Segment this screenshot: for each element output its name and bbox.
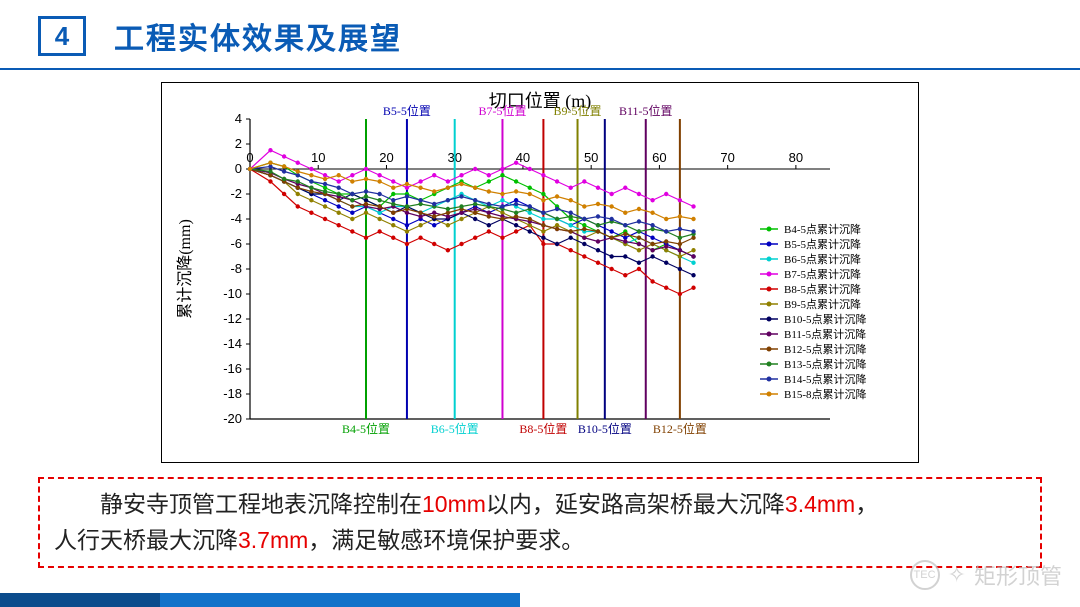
caption-text: ， [855,491,878,517]
watermark: TEC ✧ 矩形顶管 [910,559,1062,591]
svg-text:B9-5位置: B9-5位置 [554,103,602,118]
svg-text:-2: -2 [230,186,242,201]
svg-text:-14: -14 [223,336,242,351]
svg-text:60: 60 [652,150,666,165]
chart-container: 切口位置 (m)累计沉降(mm)01020304050607080-20-18-… [0,82,1080,463]
svg-text:B6-5位置: B6-5位置 [431,421,479,436]
section-number: 4 [38,16,86,56]
svg-text:0: 0 [246,150,253,165]
svg-text:-8: -8 [230,261,242,276]
footer-bar [0,593,520,607]
svg-text:20: 20 [379,150,393,165]
svg-text:2: 2 [235,136,242,151]
section-title: 工程实体效果及展望 [114,14,402,58]
svg-text:80: 80 [789,150,803,165]
svg-text:B13-5点累计沉降: B13-5点累计沉降 [784,357,867,371]
svg-text:70: 70 [720,150,734,165]
footer-bar-dark [0,593,160,607]
svg-text:B10-5位置: B10-5位置 [578,421,632,436]
svg-text:4: 4 [235,111,242,126]
caption-text: 人行天桥最大沉降 [54,527,238,553]
svg-text:B4-5位置: B4-5位置 [342,421,390,436]
svg-text:累计沉降(mm): 累计沉降(mm) [176,219,194,319]
svg-text:B9-5点累计沉降: B9-5点累计沉降 [784,297,861,311]
svg-text:B4-5点累计沉降: B4-5点累计沉降 [784,222,861,236]
svg-text:10: 10 [311,150,325,165]
chart-border: 切口位置 (m)累计沉降(mm)01020304050607080-20-18-… [161,82,919,463]
svg-text:-18: -18 [223,386,242,401]
svg-text:B11-5位置: B11-5位置 [619,103,673,118]
svg-text:B10-5点累计沉降: B10-5点累计沉降 [784,312,867,326]
caption-value-3: 3.7mm [238,527,308,553]
svg-text:-16: -16 [223,361,242,376]
svg-text:50: 50 [584,150,598,165]
svg-text:B12-5位置: B12-5位置 [653,421,707,436]
svg-text:B8-5位置: B8-5位置 [519,421,567,436]
svg-text:-10: -10 [223,286,242,301]
svg-text:B8-5点累计沉降: B8-5点累计沉降 [784,282,861,296]
svg-text:B7-5位置: B7-5位置 [478,103,526,118]
caption-text: ，满足敏感环境保护要求。 [308,527,584,553]
svg-text:-4: -4 [230,211,242,226]
watermark-icon: TEC [910,560,940,590]
caption-text: 以内，延安路高架桥最大沉降 [486,491,785,517]
svg-text:B15-8点累计沉降: B15-8点累计沉降 [784,387,867,401]
svg-text:B6-5点累计沉降: B6-5点累计沉降 [784,252,861,266]
svg-text:B14-5点累计沉降: B14-5点累计沉降 [784,372,867,386]
svg-text:B5-5位置: B5-5位置 [383,103,431,118]
svg-text:B12-5点累计沉降: B12-5点累计沉降 [784,342,867,356]
svg-text:B11-5点累计沉降: B11-5点累计沉降 [784,327,866,341]
svg-text:-6: -6 [230,236,242,251]
footer-bar-light [160,593,520,607]
caption-box: 静安寺顶管工程地表沉降控制在10mm以内，延安路高架桥最大沉降3.4mm， 人行… [38,477,1042,568]
svg-text:-20: -20 [223,411,242,426]
svg-text:B7-5点累计沉降: B7-5点累计沉降 [784,267,861,281]
watermark-text: 矩形顶管 [974,559,1062,591]
caption-value-1: 10mm [422,491,486,517]
svg-text:-12: -12 [223,311,242,326]
settlement-chart: 切口位置 (m)累计沉降(mm)01020304050607080-20-18-… [170,89,910,449]
caption-value-2: 3.4mm [785,491,855,517]
slide-header: 4 工程实体效果及展望 [0,0,1080,70]
svg-text:B5-5点累计沉降: B5-5点累计沉降 [784,237,861,251]
watermark-wechat-icon: ✧ [948,562,966,588]
svg-text:0: 0 [235,161,242,176]
caption-text: 静安寺顶管工程地表沉降控制在 [54,491,422,517]
